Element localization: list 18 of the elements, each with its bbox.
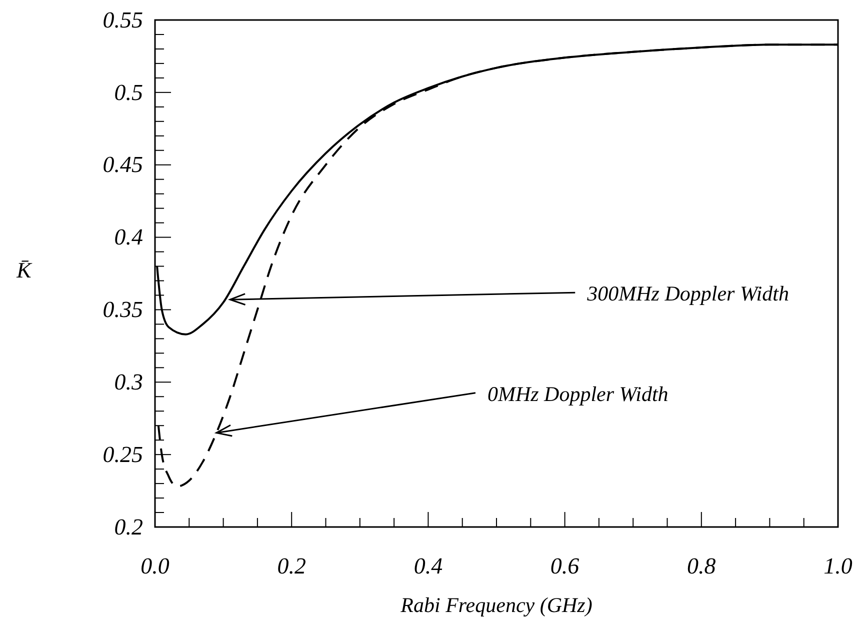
y-tick-label: 0.25 (102, 442, 143, 467)
x-tick-label: 0.6 (550, 553, 580, 578)
y-tick-label: 0.4 (114, 224, 143, 250)
annotation: 0MHz Doppler Width (487, 382, 668, 406)
x-axis-title: Rabi Frequency (GHz) (400, 593, 592, 617)
y-tick-label: 0.55 (102, 7, 143, 32)
x-tick-label: 0.8 (687, 553, 716, 578)
y-tick-label: 0.3 (114, 370, 143, 395)
x-tick-label: 0.0 (140, 553, 170, 578)
y-tick-label: 0.2 (114, 514, 143, 540)
y-tick-label: 0.35 (102, 297, 143, 322)
x-tick-label: 0.4 (414, 553, 443, 578)
y-axis-title: K̄ (16, 258, 33, 282)
y-tick-label: 0.5 (114, 80, 143, 105)
x-tick-label: 1.0 (824, 553, 853, 578)
y-tick-label: 0.45 (102, 152, 143, 178)
x-tick-label: 0.2 (277, 553, 306, 578)
annotation: 300MHz Doppler Width (586, 282, 789, 306)
